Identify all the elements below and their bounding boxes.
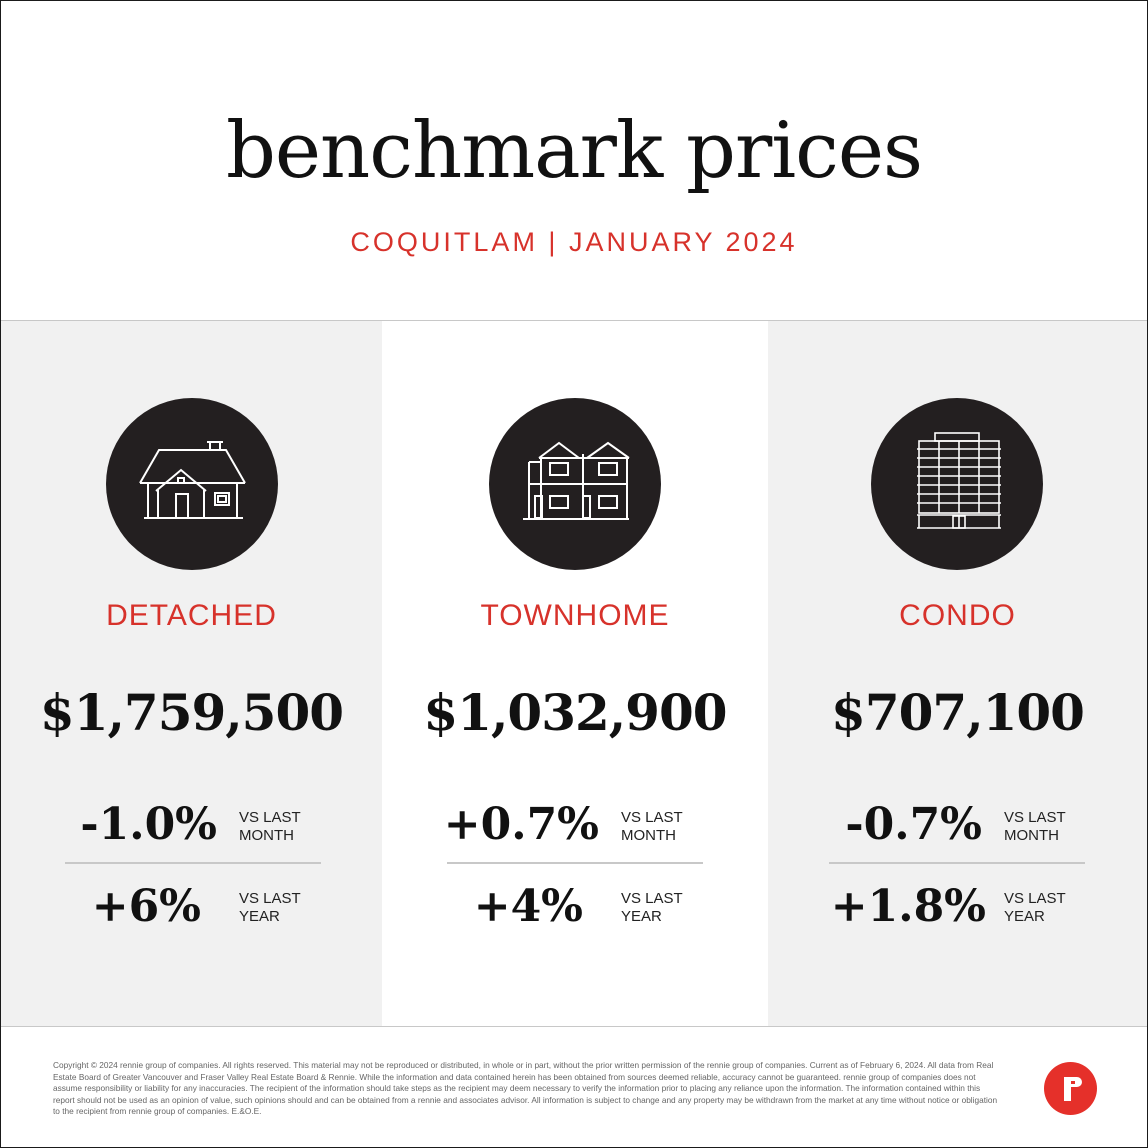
month-change-detached: -1.0% [80, 799, 217, 850]
year-label-line2: YEAR [621, 908, 662, 925]
benchmark-price-detached: $1,759,500 [39, 683, 344, 742]
month-label-line2: MONTH [621, 827, 676, 844]
detached-house-icon [106, 398, 278, 570]
year-label-line1: VS LAST [239, 890, 301, 907]
condo-panel: CONDO $707,100 -0.7% VS LAST MONTH +1.8%… [768, 321, 1147, 1026]
month-label-line2: MONTH [239, 827, 294, 844]
property-type-detached: DETACHED [106, 599, 277, 632]
month-change-label-detached: VS LAST MONTH [239, 809, 319, 845]
year-label-line1: VS LAST [1004, 890, 1066, 907]
property-type-condo: CONDO [899, 599, 1016, 632]
copyright-disclaimer: Copyright © 2024 rennie group of compani… [53, 1060, 998, 1116]
year-label-line2: YEAR [1004, 908, 1045, 925]
divider [829, 862, 1085, 864]
benchmark-price-condo: $707,100 [831, 683, 1085, 742]
month-label-line2: MONTH [1004, 827, 1059, 844]
benchmark-price-townhome: $1,032,900 [423, 683, 727, 742]
month-label-line1: VS LAST [1004, 809, 1066, 826]
detached-panel: DETACHED $1,759,500 -1.0% VS LAST MONTH … [1, 321, 382, 1026]
year-change-label-condo: VS LAST YEAR [1004, 890, 1084, 926]
month-label-line1: VS LAST [239, 809, 301, 826]
month-change-condo: -0.7% [845, 799, 982, 850]
year-change-detached: +6% [91, 881, 201, 932]
year-change-label-detached: VS LAST YEAR [239, 890, 319, 926]
condo-building-icon [871, 398, 1043, 570]
page-title: benchmark prices [225, 106, 923, 196]
year-label-line1: VS LAST [621, 890, 683, 907]
month-label-line1: VS LAST [621, 809, 683, 826]
townhome-icon [489, 398, 661, 570]
month-change-label-condo: VS LAST MONTH [1004, 809, 1084, 845]
month-change-townhome: +0.7% [443, 799, 599, 850]
divider [65, 862, 321, 864]
townhome-panel: TOWNHOME $1,032,900 +0.7% VS LAST MONTH … [382, 321, 768, 1026]
divider [447, 862, 703, 864]
page-subtitle: COQUITLAM | JANUARY 2024 [350, 227, 798, 257]
price-panels: DETACHED $1,759,500 -1.0% VS LAST MONTH … [1, 320, 1147, 1027]
year-label-line2: YEAR [239, 908, 280, 925]
month-change-label-townhome: VS LAST MONTH [621, 809, 701, 845]
year-change-condo: +1.8% [830, 881, 986, 932]
rennie-logo-icon [1044, 1062, 1097, 1115]
year-change-townhome: +4% [473, 881, 583, 932]
property-type-townhome: TOWNHOME [480, 599, 670, 632]
year-change-label-townhome: VS LAST YEAR [621, 890, 701, 926]
